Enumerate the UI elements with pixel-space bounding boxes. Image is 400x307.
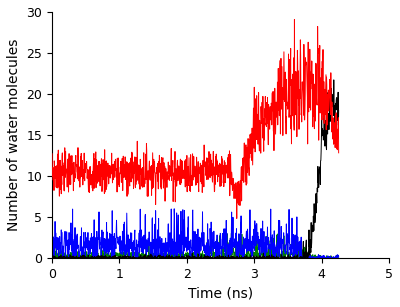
X-axis label: Time (ns): Time (ns) bbox=[188, 286, 253, 300]
Y-axis label: Number of water molecules: Number of water molecules bbox=[7, 39, 21, 231]
